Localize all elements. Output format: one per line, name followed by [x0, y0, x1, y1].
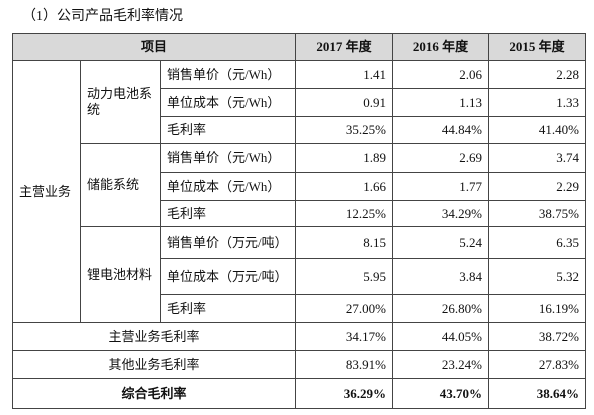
value-cell: 1.66: [295, 172, 394, 201]
value-cell: 23.24%: [392, 350, 490, 379]
table-row: 其他业务毛利率 83.91% 23.24% 27.83%: [11, 350, 587, 379]
summary-label: 主营业务毛利率: [11, 322, 297, 351]
value-cell: 34.29%: [392, 200, 490, 227]
value-cell: 43.70%: [392, 378, 490, 409]
value-cell: 5.24: [392, 226, 490, 259]
value-cell: 38.75%: [488, 200, 587, 227]
value-cell: 12.25%: [295, 200, 394, 227]
group-cell: 锂电池材料: [80, 226, 161, 323]
value-cell: 44.05%: [392, 322, 490, 351]
value-cell: 41.40%: [488, 116, 587, 144]
value-cell: 26.80%: [392, 294, 490, 323]
value-cell: 2.69: [392, 143, 490, 173]
value-cell: 83.91%: [295, 350, 394, 379]
value-cell: 1.33: [488, 88, 587, 117]
value-cell: 1.41: [295, 60, 394, 89]
value-cell: 34.17%: [295, 322, 394, 351]
metric-cell: 单位成本（元/Wh）: [159, 88, 297, 117]
table-row: 单位成本（万元/吨） 5.95 3.84 5.32: [13, 258, 587, 295]
group-cell: 动力电池系统: [80, 60, 161, 144]
value-cell: 27.00%: [295, 294, 394, 323]
value-cell: 2.06: [392, 60, 490, 89]
metric-cell: 销售单价（元/Wh）: [159, 143, 297, 173]
table-row: 单位成本（元/Wh） 1.66 1.77 2.29: [13, 172, 587, 201]
value-cell: 3.74: [488, 143, 587, 173]
metric-cell: 毛利率: [159, 294, 297, 323]
value-cell: 6.35: [488, 226, 587, 259]
metric-cell: 毛利率: [159, 116, 297, 144]
value-cell: 1.77: [392, 172, 490, 201]
group-cell: 储能系统: [80, 143, 161, 227]
value-cell: 2.29: [488, 172, 587, 201]
margin-table: 项目 2017 年度 2016 年度 2015 年度 主营业务 动力电池系统 销售单价（元/…: [11, 33, 587, 409]
header-cell: 2017 年度: [295, 33, 394, 61]
value-cell: 0.91: [295, 88, 394, 117]
value-cell: 5.32: [488, 258, 587, 295]
table-body: 项目 2017 年度 2016 年度 2015 年度 主营业务 动力电池系统 销售单价（元/…: [11, 33, 587, 409]
value-cell: 8.15: [295, 226, 394, 259]
metric-cell: 单位成本（元/Wh）: [159, 172, 297, 201]
table-row: 主营业务毛利率 34.17% 44.05% 38.72%: [11, 322, 587, 351]
header-cell: 2016 年度: [392, 33, 490, 61]
table-row: 单位成本（元/Wh） 0.91 1.13 1.33: [13, 88, 587, 117]
value-cell: 16.19%: [488, 294, 587, 323]
segment-cell: 主营业务: [12, 60, 81, 323]
value-cell: 36.29%: [295, 378, 394, 409]
header-cell: 项目: [11, 33, 297, 61]
value-cell: 3.84: [392, 258, 490, 295]
table-row: 储能系统 销售单价（元/Wh） 1.89 2.69 3.74: [13, 143, 587, 227]
value-cell: 5.95: [295, 258, 394, 295]
table-row: 锂电池材料 销售单价（万元/吨） 8.15 5.24 6.35: [13, 226, 587, 323]
value-cell: 2.28: [488, 60, 587, 89]
value-cell: 1.89: [295, 143, 394, 173]
table-row: 毛利率 12.25% 34.29% 38.75%: [13, 200, 587, 227]
table-row: 主营业务 动力电池系统 销售单价（元/Wh） 1.41 2.06 2.28: [12, 60, 587, 323]
value-cell: 35.25%: [295, 116, 394, 144]
metric-cell: 单位成本（万元/吨）: [159, 258, 297, 295]
table-row: 项目 2017 年度 2016 年度 2015 年度: [11, 33, 587, 61]
header-cell: 2015 年度: [488, 33, 587, 61]
summary-label: 其他业务毛利率: [11, 350, 297, 379]
value-cell: 1.13: [392, 88, 490, 117]
metric-cell: 销售单价（元/Wh）: [159, 60, 297, 89]
value-cell: 38.64%: [488, 378, 587, 409]
value-cell: 44.84%: [392, 116, 490, 144]
table-row: 毛利率 27.00% 26.80% 16.19%: [13, 294, 587, 323]
table-row: 综合毛利率 36.29% 43.70% 38.64%: [11, 378, 587, 409]
summary-label: 综合毛利率: [11, 378, 297, 409]
table-row: 毛利率 35.25% 44.84% 41.40%: [13, 116, 587, 144]
metric-cell: 销售单价（万元/吨）: [159, 226, 297, 259]
value-cell: 27.83%: [488, 350, 587, 379]
section-title: （1）公司产品毛利率情况: [22, 9, 183, 24]
value-cell: 38.72%: [488, 322, 587, 351]
metric-cell: 毛利率: [159, 200, 297, 227]
